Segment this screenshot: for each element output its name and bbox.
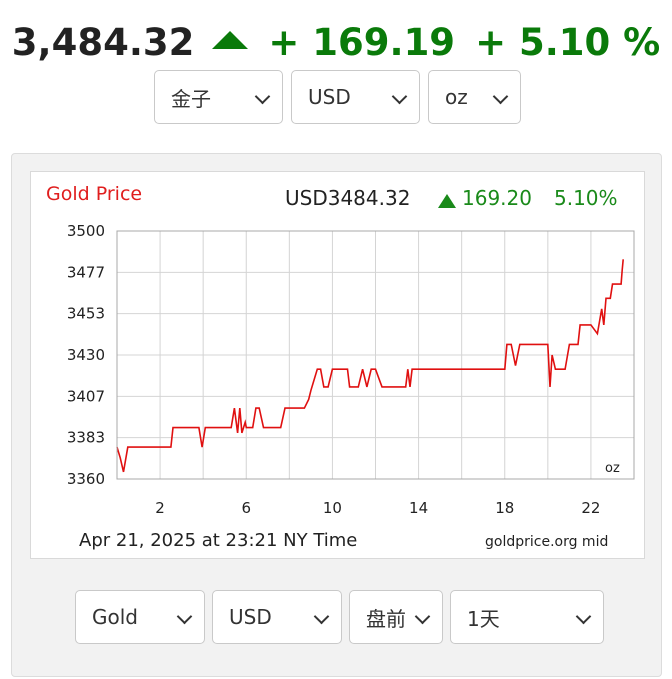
headline-change: + 169.19 [268, 20, 456, 64]
chart-source: goldprice.org mid [485, 534, 608, 550]
chart-timestamp: Apr 21, 2025 at 23:21 NY Time [79, 530, 357, 551]
chart-quote-price: USD3484.32 [285, 186, 410, 210]
chart-quote-percent: 5.10% [554, 186, 618, 210]
headline-percent: + 5.10 % [475, 20, 661, 64]
currency-select-bottom[interactable]: USD [212, 590, 342, 644]
chevron-down-icon [575, 608, 592, 625]
unit-select[interactable]: oz [428, 70, 521, 124]
price-headline: 3,484.32 + 169.19 + 5.10 % [0, 16, 672, 68]
quote-up-arrow-icon [438, 194, 456, 208]
chart-box: Gold Price USD3484.32 169.20 5.10% 3360 3… [30, 171, 645, 559]
chevron-down-icon [313, 608, 330, 625]
price-type-select[interactable]: 盘前 [349, 590, 443, 644]
y-tick-label: 3383 [67, 429, 105, 447]
x-tick-label: 2 [155, 499, 165, 517]
metal-select-value: 金子 [171, 86, 211, 111]
timeframe-select[interactable]: 1天 [450, 590, 604, 644]
y-tick-label: 3477 [67, 263, 105, 281]
timeframe-select-value: 1天 [467, 606, 500, 631]
y-tick-label: 3500 [67, 222, 105, 240]
y-tick-label: 3407 [67, 387, 105, 405]
chevron-down-icon [492, 88, 509, 105]
currency-select-value: USD [308, 85, 351, 109]
y-tick-label: 3430 [67, 346, 105, 364]
y-tick-label: 3360 [67, 470, 105, 488]
y-tick-label: 3453 [67, 305, 105, 323]
unit-label: oz [605, 461, 620, 476]
gold-price-chart: Gold Price USD3484.32 169.20 5.10% 3360 3… [46, 183, 635, 551]
chevron-down-icon [391, 88, 408, 105]
x-tick-label: 6 [241, 499, 251, 517]
up-arrow-icon [212, 31, 249, 49]
metal-select[interactable]: 金子 [154, 70, 283, 124]
metal-select-bottom[interactable]: Gold [75, 590, 205, 644]
metal-select-bottom-value: Gold [92, 605, 138, 629]
unit-select-value: oz [445, 85, 468, 109]
chevron-down-icon [254, 88, 271, 105]
headline-price: 3,484.32 [11, 20, 195, 64]
chevron-down-icon [414, 608, 431, 625]
chevron-down-icon [176, 608, 193, 625]
x-tick-label: 14 [409, 499, 428, 517]
currency-select[interactable]: USD [291, 70, 420, 124]
plot-frame [116, 230, 635, 480]
x-tick-label: 10 [323, 499, 342, 517]
x-tick-label: 22 [581, 499, 600, 517]
currency-select-bottom-value: USD [229, 605, 272, 629]
price-type-select-value: 盘前 [366, 606, 406, 631]
x-tick-label: 18 [495, 499, 514, 517]
chart-quote-change: 169.20 [462, 186, 532, 210]
chart-title: Gold Price [46, 183, 142, 205]
series-line [116, 259, 624, 473]
